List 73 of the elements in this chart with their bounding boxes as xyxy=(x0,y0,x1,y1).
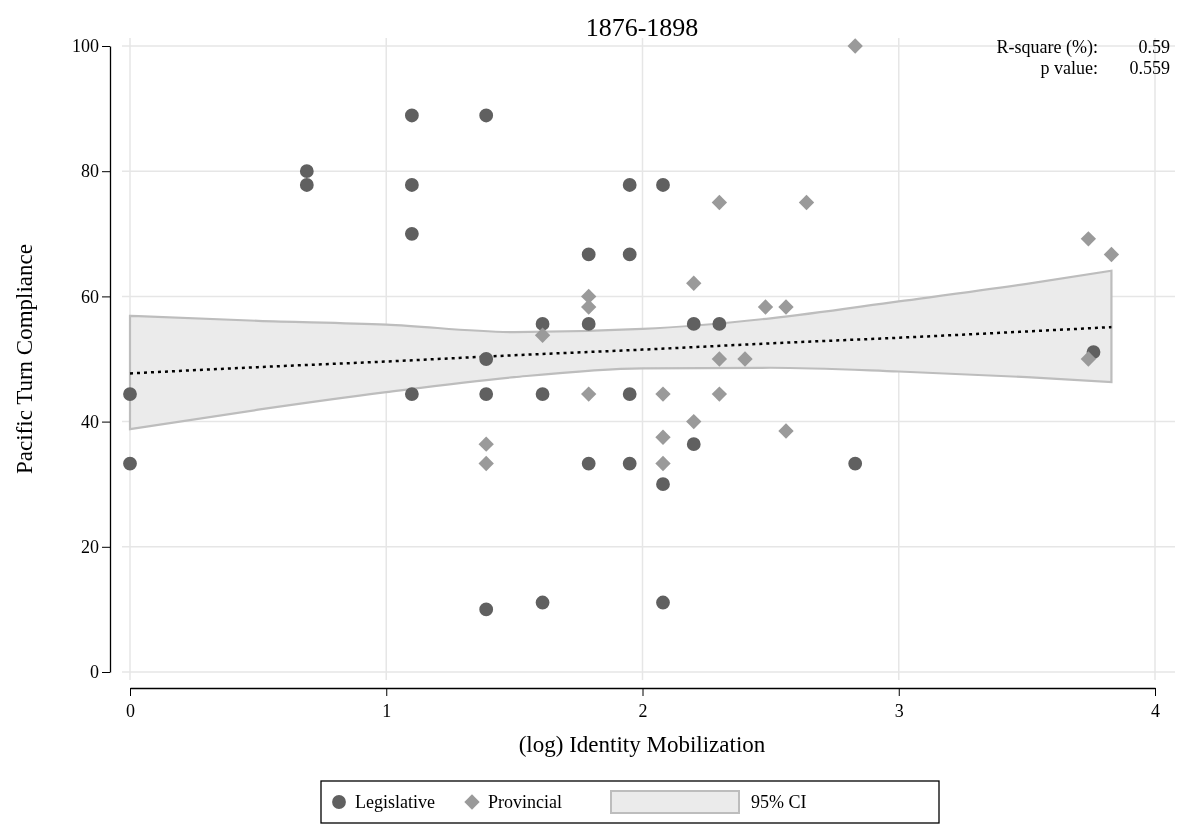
annotation: R-square (%): xyxy=(996,37,1098,58)
point xyxy=(778,299,794,315)
point xyxy=(847,38,863,54)
annotation: p value: xyxy=(1040,58,1098,78)
y-axis-title: Pacific Turn Compliance xyxy=(12,244,37,474)
point xyxy=(479,108,494,123)
point xyxy=(848,456,863,471)
point xyxy=(479,602,494,617)
point xyxy=(686,413,702,430)
point xyxy=(655,386,671,402)
text: 95% CI xyxy=(751,792,807,812)
line-series xyxy=(128,325,1113,375)
point xyxy=(798,194,815,211)
legend-label: Legislative xyxy=(355,792,435,812)
x-tick-label: 0 xyxy=(126,701,135,721)
point xyxy=(1080,351,1097,367)
y-tick-label: 0 xyxy=(90,662,99,683)
x-tick-label: 3 xyxy=(894,701,904,721)
point xyxy=(535,317,550,331)
point xyxy=(622,456,637,471)
point xyxy=(656,595,670,610)
point xyxy=(757,299,774,315)
point xyxy=(478,455,494,472)
point xyxy=(123,456,137,471)
point xyxy=(299,178,314,192)
annotation: 0.59 xyxy=(1138,37,1170,57)
point xyxy=(622,178,637,192)
x-tick-label: 4 xyxy=(1151,701,1160,721)
point xyxy=(686,275,702,291)
y-tick-label: 80 xyxy=(81,161,99,182)
point xyxy=(622,247,637,262)
point xyxy=(404,178,419,192)
point xyxy=(656,178,670,192)
point xyxy=(534,327,551,343)
point xyxy=(1080,231,1097,247)
point xyxy=(404,226,419,241)
point xyxy=(479,387,494,401)
point xyxy=(299,164,314,179)
point xyxy=(655,455,671,472)
annotation: 0.559 xyxy=(1129,58,1170,78)
point xyxy=(404,108,419,123)
x-axis-title: (log) Identity Mobilization xyxy=(518,732,766,757)
point xyxy=(655,429,671,445)
point xyxy=(404,387,419,401)
point xyxy=(581,247,596,262)
x-tick-label: 2 xyxy=(638,701,648,721)
x-tick-label: 1 xyxy=(382,701,392,721)
point xyxy=(581,386,597,402)
point xyxy=(656,477,670,492)
y-tick-label: 100 xyxy=(72,36,99,57)
point xyxy=(686,317,701,331)
y-tick-label: 60 xyxy=(81,286,99,307)
legend-label: Provincial xyxy=(488,792,562,812)
point xyxy=(581,317,596,331)
point xyxy=(123,387,137,401)
point xyxy=(479,352,494,366)
point xyxy=(622,387,637,401)
y-tick-label: 20 xyxy=(81,537,99,558)
point xyxy=(535,595,550,610)
point xyxy=(581,299,597,315)
point xyxy=(686,437,701,452)
point xyxy=(737,351,753,367)
point xyxy=(711,194,728,211)
point xyxy=(711,386,728,402)
point xyxy=(712,317,727,331)
point xyxy=(1103,246,1120,263)
point xyxy=(478,436,494,452)
point xyxy=(535,387,550,401)
point xyxy=(778,423,794,439)
y-tick-label: 40 xyxy=(81,411,99,432)
point xyxy=(711,351,728,367)
point xyxy=(581,456,596,471)
chart-title: 1876-1898 xyxy=(585,13,699,42)
